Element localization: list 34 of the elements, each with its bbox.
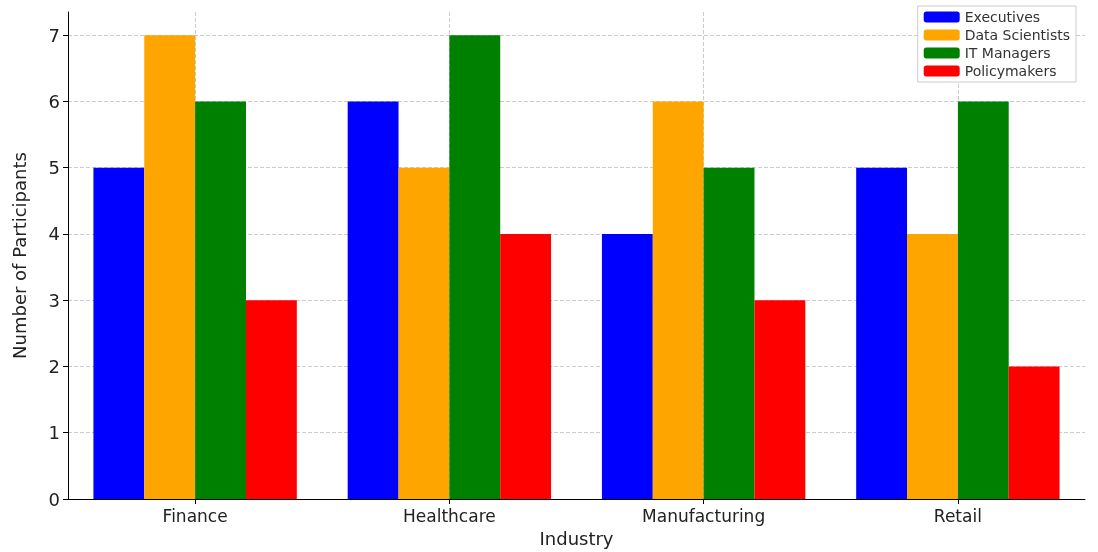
bar [652,101,704,499]
bar [144,35,196,499]
bar [347,101,399,499]
bar [907,233,958,499]
y-tick-label: 5 [48,157,60,179]
x-tick-label: Manufacturing [642,505,766,526]
bar [754,300,806,499]
y-axis-title: Number of Participants [8,152,30,359]
x-tick-label: Retail [933,505,982,526]
legend-label: Data Scientists [964,27,1070,43]
legend-label: Policymakers [964,63,1057,79]
bar [1008,366,1060,499]
y-tick-label: 2 [48,355,60,377]
y-tick-label: 0 [48,488,60,510]
x-tick-label: Finance [162,505,228,526]
bar [601,233,653,499]
bar [195,101,246,499]
bar [398,167,450,499]
y-tick-label: 3 [48,289,60,311]
bar [449,35,501,499]
x-tick-label: Healthcare [403,505,496,526]
x-axis-title: Industry [539,527,614,549]
bar [245,300,297,499]
y-tick-label: 7 [48,24,60,46]
legend-label: IT Managers [964,45,1051,61]
y-tick-label: 6 [48,90,60,112]
legend-label: Executives [964,9,1041,25]
bar [500,233,552,499]
y-tick-label: 1 [48,422,60,444]
bar [703,167,755,499]
y-tick-label: 4 [48,223,60,245]
bar [856,167,908,499]
bar [957,101,1009,499]
bar [93,167,145,499]
